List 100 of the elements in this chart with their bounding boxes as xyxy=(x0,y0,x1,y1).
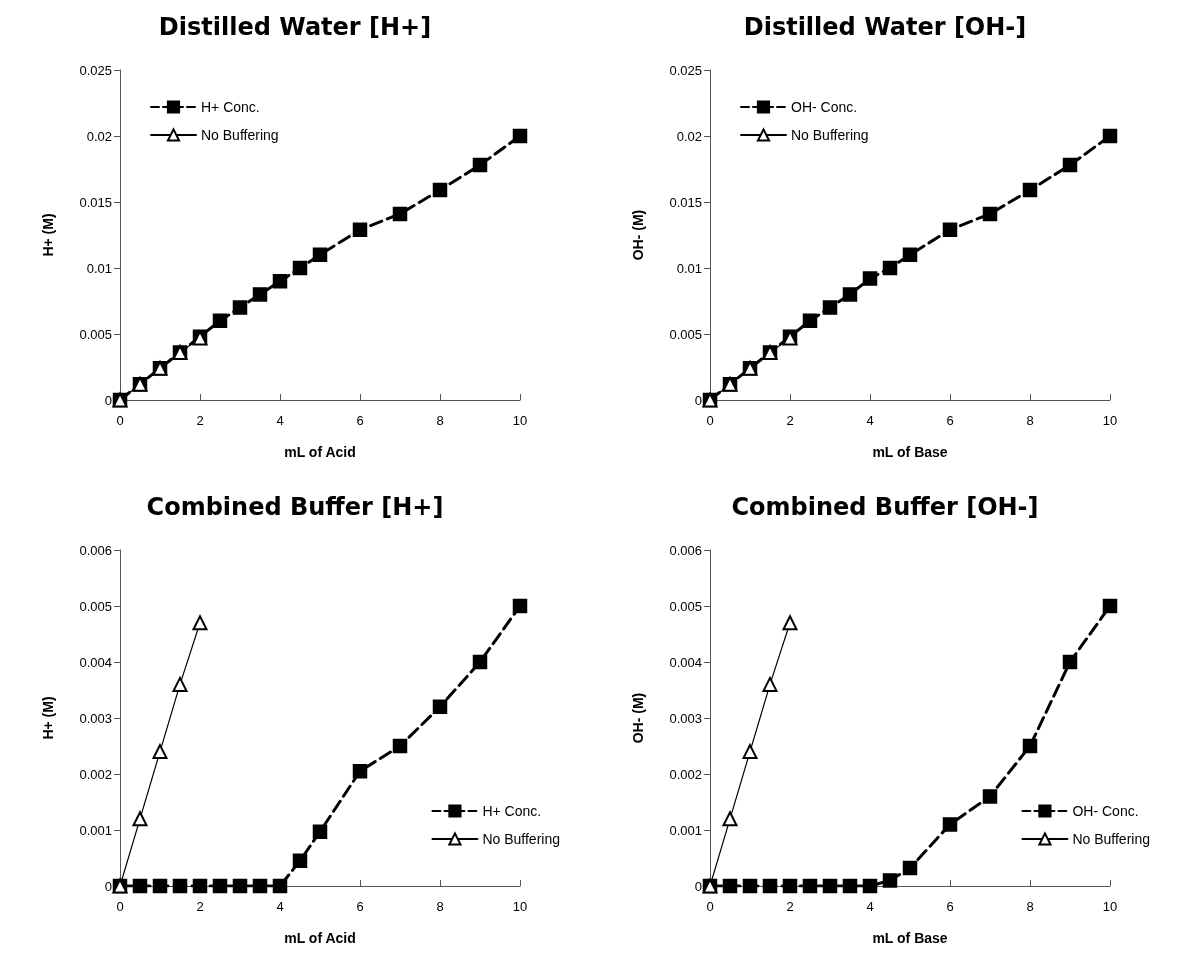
point xyxy=(392,206,408,222)
point xyxy=(212,313,228,329)
y-tick-label: 0.02 xyxy=(676,128,702,144)
y-tick-label: 0.005 xyxy=(79,326,112,342)
legend-label: No Buffering xyxy=(201,127,279,143)
point xyxy=(192,878,208,894)
point xyxy=(982,789,998,804)
y-tick-label: 0.005 xyxy=(79,598,112,614)
point xyxy=(1022,182,1038,198)
point xyxy=(1102,128,1118,144)
y-tick-label: 0.002 xyxy=(79,766,112,782)
point xyxy=(432,699,448,715)
y-tick-label: 0.01 xyxy=(86,260,112,276)
point xyxy=(862,271,878,286)
y-tick-label: 0 xyxy=(694,392,702,408)
point xyxy=(352,763,368,779)
x-tick-label: 6 xyxy=(356,899,364,914)
point xyxy=(942,817,958,832)
legend-label: H+ Conc. xyxy=(201,99,260,115)
x-axis-title: mL of Acid xyxy=(284,930,356,946)
chart-title: Combined Buffer [H+] xyxy=(146,493,444,521)
x-tick-label: 6 xyxy=(946,899,954,914)
y-tick-label: 0.015 xyxy=(79,194,112,210)
point xyxy=(802,878,818,894)
chart-title: Distilled Water [OH-] xyxy=(743,13,1027,41)
point xyxy=(842,287,858,302)
point xyxy=(1102,598,1118,614)
point xyxy=(472,157,488,173)
point xyxy=(1062,157,1078,173)
x-tick-label: 0 xyxy=(706,413,714,428)
x-tick-label: 2 xyxy=(786,899,794,914)
x-tick-label: 10 xyxy=(1102,413,1118,428)
y-tick-label: 0.001 xyxy=(669,822,702,838)
x-tick-label: 0 xyxy=(706,899,714,914)
point xyxy=(1062,654,1078,670)
point xyxy=(192,615,208,631)
point xyxy=(132,811,148,827)
x-tick-label: 8 xyxy=(1026,899,1034,914)
point xyxy=(942,222,958,237)
legend-label: No Buffering xyxy=(1072,831,1151,847)
x-tick-label: 6 xyxy=(356,413,364,428)
point xyxy=(882,873,898,888)
point xyxy=(762,878,778,894)
x-tick-label: 2 xyxy=(786,413,794,428)
x-tick-label: 2 xyxy=(196,899,204,914)
point xyxy=(392,738,408,754)
point xyxy=(312,247,328,263)
y-tick-label: 0 xyxy=(694,878,702,894)
point xyxy=(292,260,308,276)
point xyxy=(292,853,308,869)
point xyxy=(842,878,858,894)
point xyxy=(782,878,798,894)
x-tick-label: 8 xyxy=(436,413,444,428)
point xyxy=(152,878,168,894)
point xyxy=(902,860,918,876)
point xyxy=(172,878,188,894)
chart-title: Combined Buffer [OH-] xyxy=(731,493,1039,521)
y-tick-label: 0 xyxy=(104,878,112,894)
y-axis-title: H+ (M) xyxy=(40,696,56,740)
point xyxy=(722,878,738,894)
y-tick-label: 0.025 xyxy=(79,62,112,78)
point xyxy=(432,182,448,198)
point xyxy=(822,878,838,894)
legend-label: H+ Conc. xyxy=(482,803,542,819)
y-tick-label: 0.02 xyxy=(86,128,112,144)
point xyxy=(802,313,818,329)
chart-title: Distilled Water [H+] xyxy=(158,13,432,41)
point xyxy=(902,247,918,263)
y-tick-label: 0 xyxy=(104,392,112,408)
y-tick-label: 0.005 xyxy=(669,326,702,342)
y-tick-label: 0.006 xyxy=(79,542,112,558)
y-tick-label: 0.006 xyxy=(669,542,702,558)
legend-label: No Buffering xyxy=(482,831,561,847)
y-tick-label: 0.025 xyxy=(669,62,702,78)
y-tick-label: 0.002 xyxy=(669,766,702,782)
legend-label: OH- Conc. xyxy=(791,99,858,115)
x-tick-label: 10 xyxy=(512,413,528,428)
point xyxy=(1022,738,1038,754)
y-tick-label: 0.005 xyxy=(669,598,702,614)
point xyxy=(252,287,268,302)
point xyxy=(152,744,168,760)
x-axis-title: mL of Base xyxy=(872,444,948,460)
point xyxy=(312,824,328,839)
x-tick-label: 10 xyxy=(1102,899,1118,914)
x-tick-label: 8 xyxy=(1026,413,1034,428)
point xyxy=(762,676,778,692)
y-tick-label: 0.001 xyxy=(79,822,112,838)
x-axis-title: mL of Acid xyxy=(284,444,356,460)
point xyxy=(722,811,738,827)
point xyxy=(782,615,798,631)
y-axis-title: OH- (M) xyxy=(630,692,646,744)
point xyxy=(862,878,878,894)
y-tick-label: 0.003 xyxy=(79,710,112,726)
point xyxy=(882,260,898,276)
y-tick-label: 0.003 xyxy=(669,710,702,726)
x-tick-label: 4 xyxy=(866,413,874,428)
point xyxy=(212,878,228,894)
point xyxy=(512,598,528,614)
legend-label: No Buffering xyxy=(791,127,869,143)
point xyxy=(472,654,488,670)
